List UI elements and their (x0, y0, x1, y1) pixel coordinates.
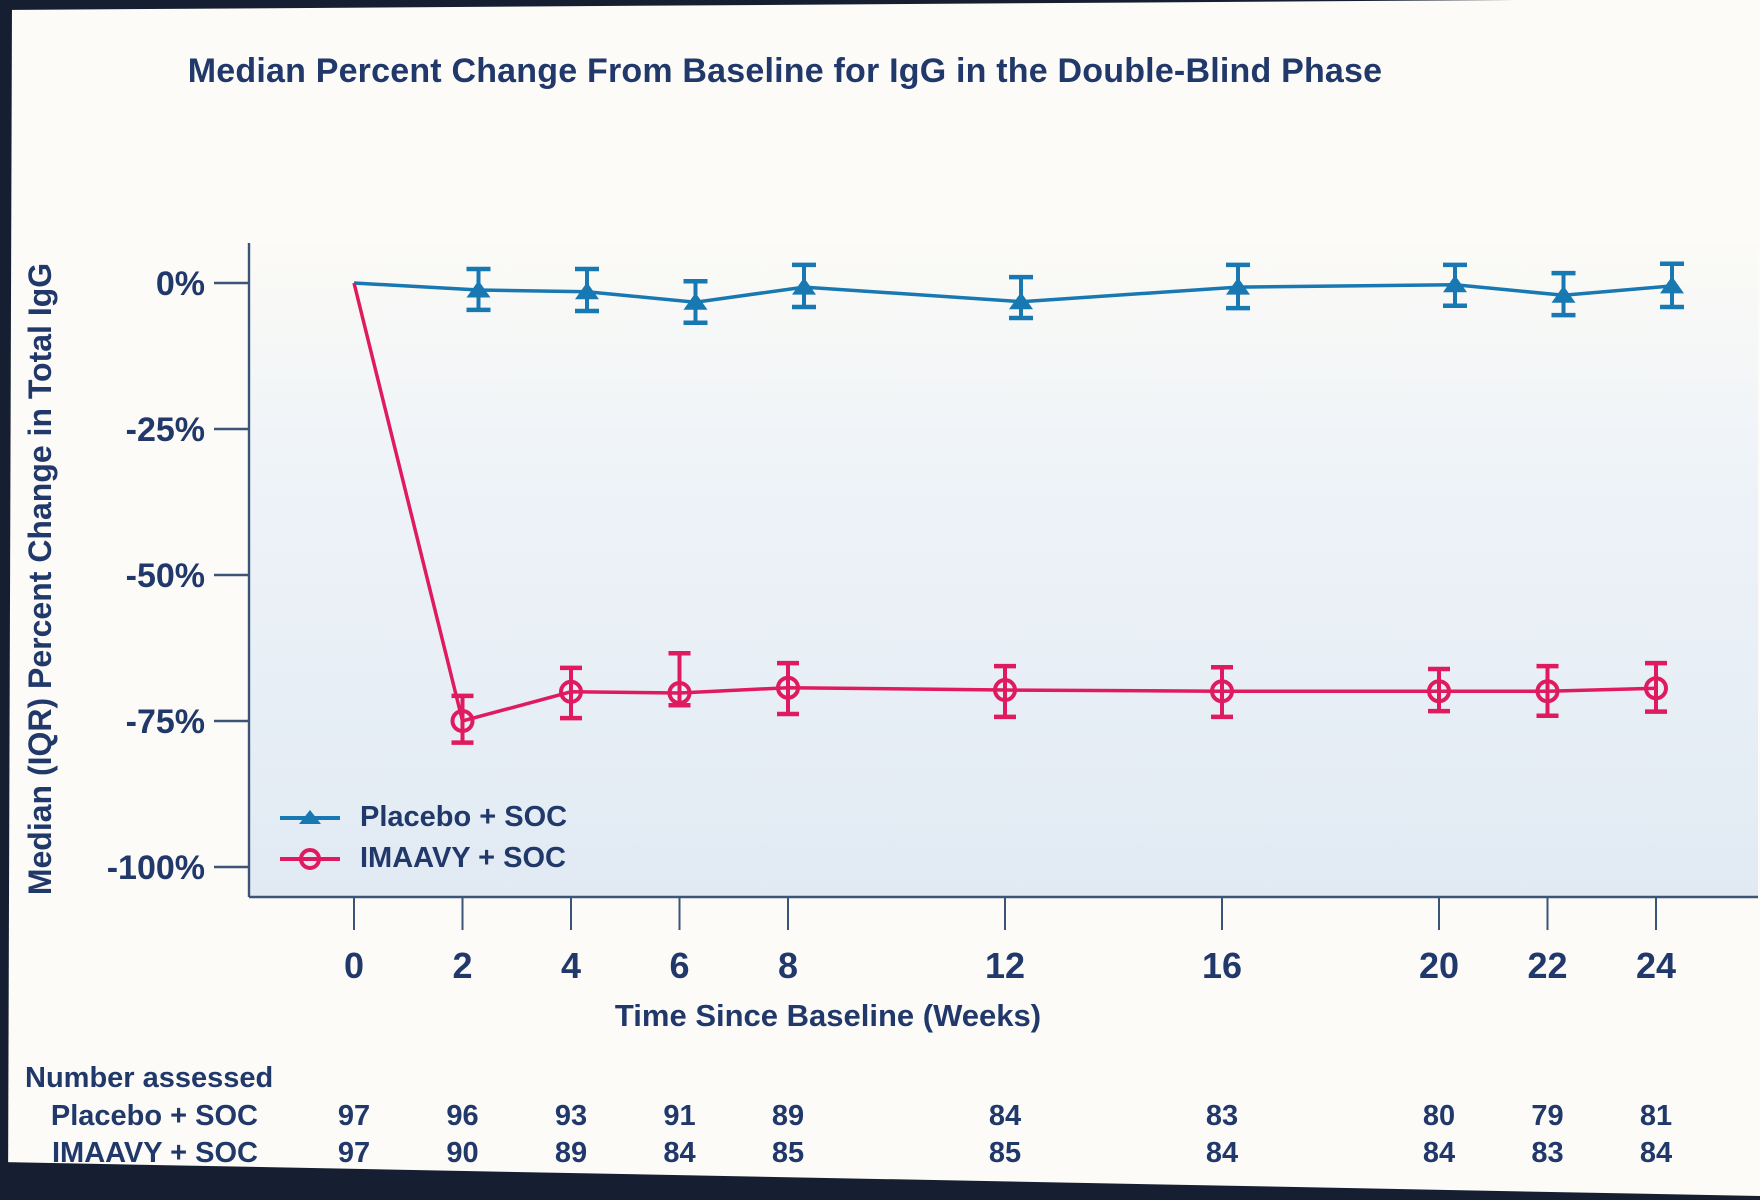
x-tick-label: 4 (561, 945, 581, 986)
number-assessed-heading: Number assessed (25, 1062, 274, 1094)
triangle-marker (1443, 275, 1467, 293)
assessed-count: 84 (1639, 1137, 1673, 1169)
series-placebo-soc (353, 261, 1684, 325)
legend: Placebo + SOC IMAAVY + SOC (278, 797, 567, 879)
assessed-count: 84 (1205, 1137, 1239, 1169)
assessed-count: 79 (1531, 1100, 1564, 1132)
series-imaavy-soc (352, 282, 1668, 745)
circle-marker (1535, 679, 1560, 704)
circle-marker (1427, 679, 1451, 704)
assessed-count: 97 (337, 1100, 371, 1132)
assessed-count: 83 (1205, 1100, 1239, 1132)
circle-marker (559, 679, 583, 704)
x-tick-label: 2 (452, 945, 472, 986)
assessed-count: 84 (663, 1137, 696, 1169)
y-tick-label: -25% (126, 411, 205, 449)
legend-label-placebo: Placebo + SOC (360, 801, 568, 833)
x-axis-ticks: 0 2 4 6 8 12 16 20 22 24 (344, 897, 1676, 986)
y-axis-ticks: 0% -25% -50% -75% -100% (107, 265, 249, 887)
x-tick-label: 12 (985, 945, 1025, 986)
assessed-count: 80 (1422, 1100, 1456, 1132)
circle-marker (667, 680, 692, 705)
assessed-count: 84 (1422, 1137, 1456, 1169)
axes (247, 243, 1758, 899)
y-tick-label: -75% (126, 703, 205, 741)
assessed-count: 93 (554, 1100, 588, 1132)
circle-marker (776, 675, 800, 700)
chart-title: Median Percent Change From Baseline for … (187, 52, 1383, 90)
circle-marker (993, 678, 1017, 703)
assessed-row-label: IMAAVY + SOC (51, 1137, 258, 1169)
triangle-marker (1660, 276, 1684, 294)
x-tick-label: 20 (1419, 945, 1459, 986)
y-tick-label: -100% (107, 849, 205, 887)
circle-marker (1644, 676, 1668, 701)
triangle-marker (792, 277, 816, 295)
assessed-count: 89 (554, 1137, 588, 1169)
assessed-count: 83 (1531, 1137, 1564, 1169)
assessed-count: 84 (988, 1100, 1022, 1132)
plot-area (249, 245, 1758, 897)
assessed-count: 81 (1639, 1100, 1673, 1132)
x-tick-label: 16 (1202, 945, 1242, 986)
triangle-marker (1226, 277, 1250, 295)
assessed-count: 85 (988, 1137, 1022, 1169)
legend-row-imaavy: IMAAVY + SOC (278, 838, 567, 879)
assessed-count: 91 (663, 1100, 696, 1132)
assessed-count: 89 (771, 1100, 805, 1132)
assessed-row-label: Placebo + SOC (50, 1100, 258, 1132)
placebo-line-triangle-icon (280, 809, 340, 824)
assessed-count: 97 (337, 1137, 371, 1169)
x-tick-label: 24 (1636, 945, 1676, 986)
assessed-count: 96 (446, 1100, 479, 1132)
x-tick-label: 6 (669, 945, 689, 986)
triangle-marker (1009, 292, 1033, 310)
y-tick-label: 0% (156, 265, 205, 303)
legend-row-placebo: Placebo + SOC (278, 797, 567, 838)
x-axis-title: Time Since Baseline (Weeks) (614, 998, 1042, 1033)
circle-marker (450, 709, 475, 733)
legend-label-imaavy: IMAAVY + SOC (360, 842, 567, 874)
triangle-marker (683, 292, 708, 310)
x-tick-label: 8 (778, 945, 798, 986)
triangle-marker (466, 280, 491, 298)
y-tick-label: -50% (126, 557, 205, 595)
triangle-marker (575, 282, 599, 300)
imaavy-line-circle-icon (280, 847, 340, 870)
series-line (352, 282, 1657, 724)
x-tick-label: 0 (344, 945, 364, 986)
x-tick-label: 22 (1527, 945, 1567, 986)
assessed-count: 90 (446, 1137, 479, 1169)
series-line (353, 281, 1673, 305)
circle-marker (1210, 679, 1234, 704)
triangle-marker (1551, 285, 1576, 303)
assessed-count: 85 (771, 1137, 805, 1169)
